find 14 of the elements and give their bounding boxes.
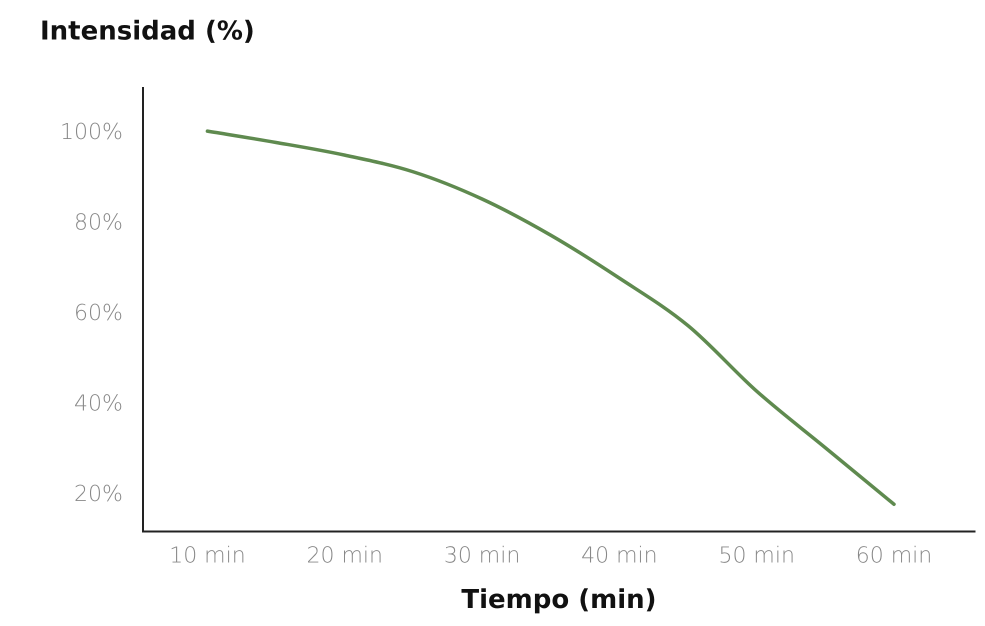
y-tick-label: 20% [74,482,123,507]
chart-title: Intensidad (%) [40,16,255,46]
x-tick-label: 10 min [169,543,246,568]
y-tick-label: 80% [74,210,123,236]
line-series [206,129,896,506]
y-tick-label: 60% [74,301,123,326]
x-axis-title: Tiempo (min) [461,585,657,616]
y-tick-label: 40% [74,391,123,416]
x-tick-label: 40 min [581,543,658,568]
y-tick-label: 100% [60,120,123,146]
x-tick-label: 50 min [718,543,795,568]
x-tick-label: 20 min [306,543,383,568]
x-tick-label: 30 min [444,543,520,568]
x-tick-label: 60 min [856,543,932,568]
